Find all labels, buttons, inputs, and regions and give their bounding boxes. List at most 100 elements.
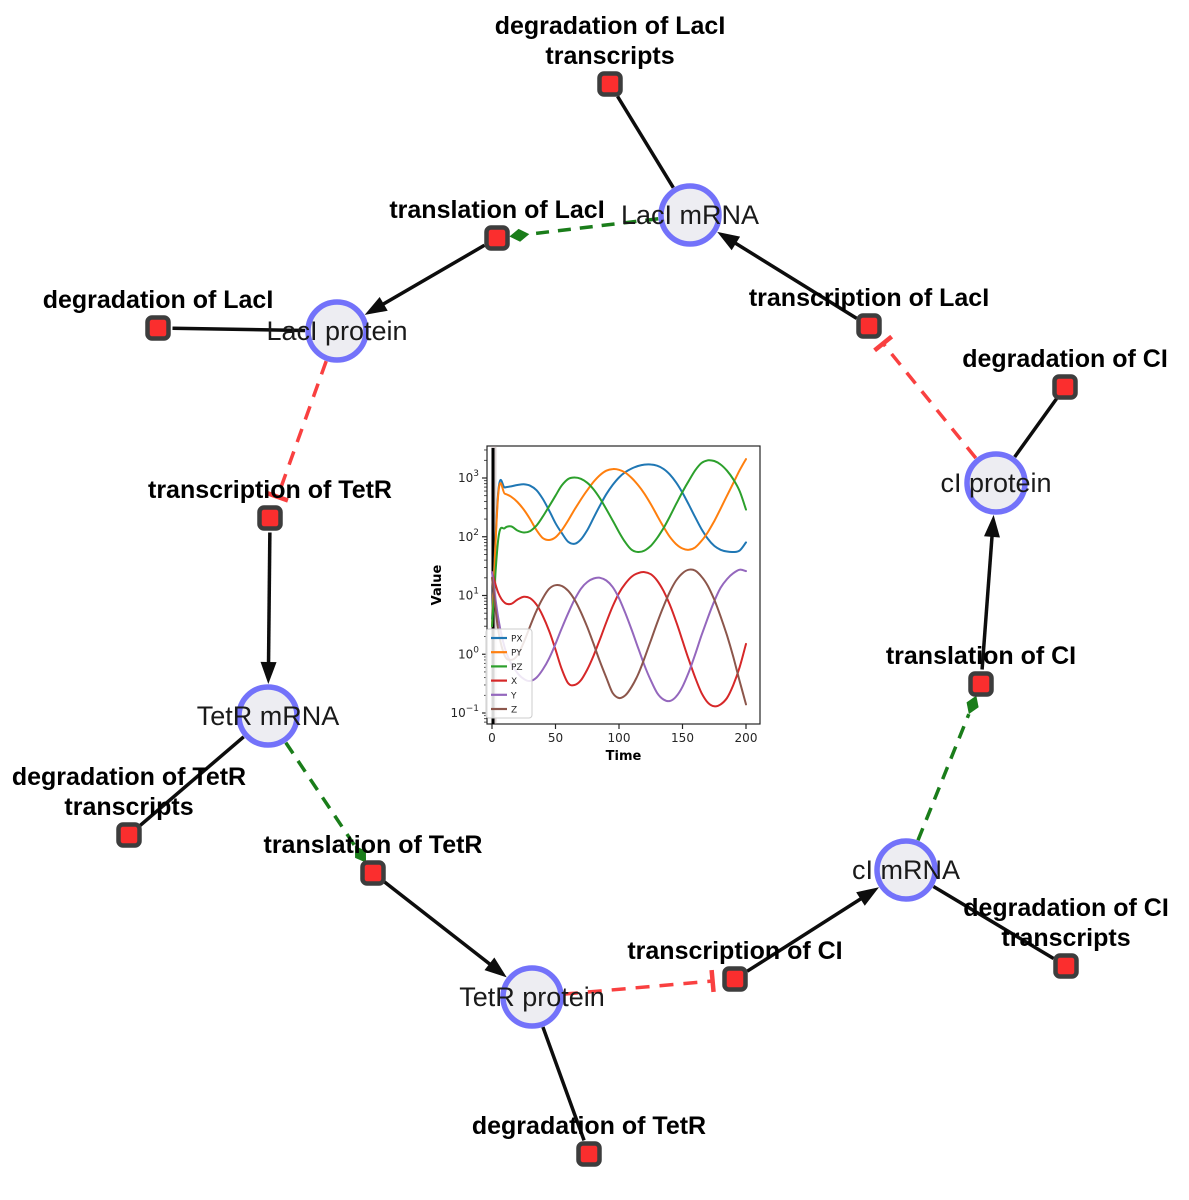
series-line-X xyxy=(491,571,747,708)
series-line-PX xyxy=(491,463,747,620)
edge-ci-protein-to-transcription-laci xyxy=(873,334,978,460)
series-line-Y xyxy=(491,568,747,703)
reaction-node-transcription-ci[interactable] xyxy=(722,966,748,992)
reaction-node-deg-ci[interactable] xyxy=(1052,374,1078,400)
species-node-tetr-protein[interactable] xyxy=(500,965,564,1029)
edge-laci-protein-to-deg-laci xyxy=(172,326,306,333)
arrowhead-icon xyxy=(717,231,741,251)
species-label-laci-mrna: LacI mRNA xyxy=(621,200,759,230)
consumption-edge-line xyxy=(138,735,245,827)
legend-label-X: X xyxy=(511,677,517,687)
reaction-label-deg-laci-transcripts-line1: degradation of LacI xyxy=(495,12,726,40)
reaction-label-transcription-tetr-line1: transcription of TetR xyxy=(148,476,392,504)
species-label-tetr-protein: TetR protein xyxy=(459,982,605,1012)
reaction-node-deg-laci[interactable] xyxy=(145,315,171,341)
reaction-label-deg-laci-line1: degradation of LacI xyxy=(43,286,274,314)
species-node-ci-protein[interactable] xyxy=(964,451,1028,515)
legend-label-Z: Z xyxy=(511,706,517,716)
y-axis-label: Value xyxy=(430,564,445,605)
edge-laci-mrna-to-translation-laci xyxy=(509,217,659,242)
nodes-layer xyxy=(116,71,1079,1167)
species-label-ci-protein: cI protein xyxy=(940,468,1051,498)
modifier-diamond-icon xyxy=(966,695,979,715)
x-tick-label-50: 50 xyxy=(548,731,563,745)
reaction-node-transcription-laci[interactable] xyxy=(856,313,882,339)
edge-tetr-mrna-to-translation-tetr xyxy=(284,741,367,863)
reaction-label-deg-ci-line1: degradation of CI xyxy=(962,345,1168,373)
consumption-edge-line xyxy=(616,95,675,189)
x-tick-label-0: 0 xyxy=(488,731,496,745)
reaction-label-deg-tetr-line1: degradation of TetR xyxy=(472,1112,706,1140)
reaction-label-deg-tetr-transcripts-line1: degradation of TetR xyxy=(12,763,246,791)
edge-tetr-protein-to-deg-tetr xyxy=(541,1026,586,1141)
x-axis-label: Time xyxy=(606,749,642,764)
edge-tetr-protein-to-transcription-ci xyxy=(563,969,716,996)
species-node-ci-mrna[interactable] xyxy=(874,838,938,902)
reaction-node-translation-ci[interactable] xyxy=(968,671,994,697)
production-edge-line xyxy=(980,532,995,670)
inhibition-edge-line xyxy=(881,342,978,460)
edge-transcription-ci-to-ci-mrna xyxy=(746,887,880,973)
series-line-Z xyxy=(491,568,747,706)
x-tick-label-100: 100 xyxy=(608,731,631,745)
consumption-edge-line xyxy=(932,884,1055,961)
consumption-edge-line xyxy=(1013,397,1058,459)
production-edge-line xyxy=(731,239,858,320)
consumption-edge-line xyxy=(541,1026,586,1141)
reaction-label-transcription-ci-line1: transcription of CI xyxy=(627,937,842,965)
reaction-node-deg-tetr[interactable] xyxy=(576,1141,602,1167)
legend-box xyxy=(485,628,533,719)
species-node-laci-protein[interactable] xyxy=(305,299,369,363)
edge-laci-mrna-to-deg-laci-transcripts xyxy=(616,95,675,189)
inhibition-edge-line xyxy=(563,979,713,996)
production-edge-line xyxy=(379,243,486,308)
modifier-diamond-icon xyxy=(509,228,530,242)
reaction-node-deg-ci-transcripts[interactable] xyxy=(1053,953,1079,979)
legend-label-PX: PX xyxy=(511,635,523,645)
reaction-label-deg-tetr-transcripts-line2: transcripts xyxy=(64,793,193,821)
species-node-laci-mrna[interactable] xyxy=(658,183,722,247)
inhibition-edge-line xyxy=(275,360,328,498)
arrowhead-icon xyxy=(484,957,507,978)
edge-ci-mrna-to-translation-ci xyxy=(916,695,979,841)
edge-ci-protein-to-deg-ci xyxy=(1013,397,1058,459)
arrowhead-icon xyxy=(984,514,1000,538)
reaction-label-translation-tetr-line1: translation of TetR xyxy=(264,831,483,859)
inhibition-tbar-icon xyxy=(873,334,894,353)
production-edge-line xyxy=(746,895,865,973)
reaction-node-deg-tetr-transcripts[interactable] xyxy=(116,822,142,848)
inhibition-tbar-icon xyxy=(266,490,289,503)
edge-tetr-mrna-to-deg-tetr-transcripts xyxy=(138,735,245,827)
arrowhead-icon xyxy=(364,296,388,315)
production-edge-line xyxy=(266,532,272,667)
edge-translation-ci-to-ci-protein xyxy=(980,514,1000,670)
reaction-label-translation-ci-line1: translation of CI xyxy=(886,642,1076,670)
reaction-label-deg-ci-transcripts-line1: degradation of CI xyxy=(963,894,1169,922)
series-line-PY xyxy=(491,458,747,628)
edges-layer xyxy=(138,95,1058,1141)
legend-label-PZ: PZ xyxy=(511,663,523,673)
chart-legend: PX PY PZ XYZ xyxy=(485,628,533,719)
reaction-node-transcription-tetr[interactable] xyxy=(257,505,283,531)
edge-translation-tetr-to-tetr-protein xyxy=(383,880,507,978)
reaction-node-deg-laci-transcripts[interactable] xyxy=(597,71,623,97)
production-edge-line xyxy=(383,880,494,968)
edge-transcription-tetr-to-tetr-mrna xyxy=(260,532,277,685)
arrowhead-icon xyxy=(260,661,277,685)
modifier-edge-line xyxy=(916,713,971,841)
reaction-node-translation-tetr[interactable] xyxy=(360,860,386,886)
edge-laci-protein-to-transcription-tetr xyxy=(266,360,328,503)
edge-translation-laci-to-laci-protein xyxy=(364,243,486,315)
species-label-ci-mrna: cI mRNA xyxy=(852,855,960,885)
legend-label-PY: PY xyxy=(511,649,522,659)
reaction-label-transcription-laci-line1: transcription of LacI xyxy=(749,284,989,312)
edge-transcription-laci-to-laci-mrna xyxy=(717,231,858,320)
labels-layer: degradation of LacI transcripts translatio… xyxy=(12,12,1169,1140)
species-node-tetr-mrna[interactable] xyxy=(236,684,300,748)
edge-ci-mrna-to-deg-ci-transcripts xyxy=(932,884,1055,961)
species-label-laci-protein: LacI protein xyxy=(266,316,407,346)
reaction-node-translation-laci[interactable] xyxy=(484,225,510,251)
